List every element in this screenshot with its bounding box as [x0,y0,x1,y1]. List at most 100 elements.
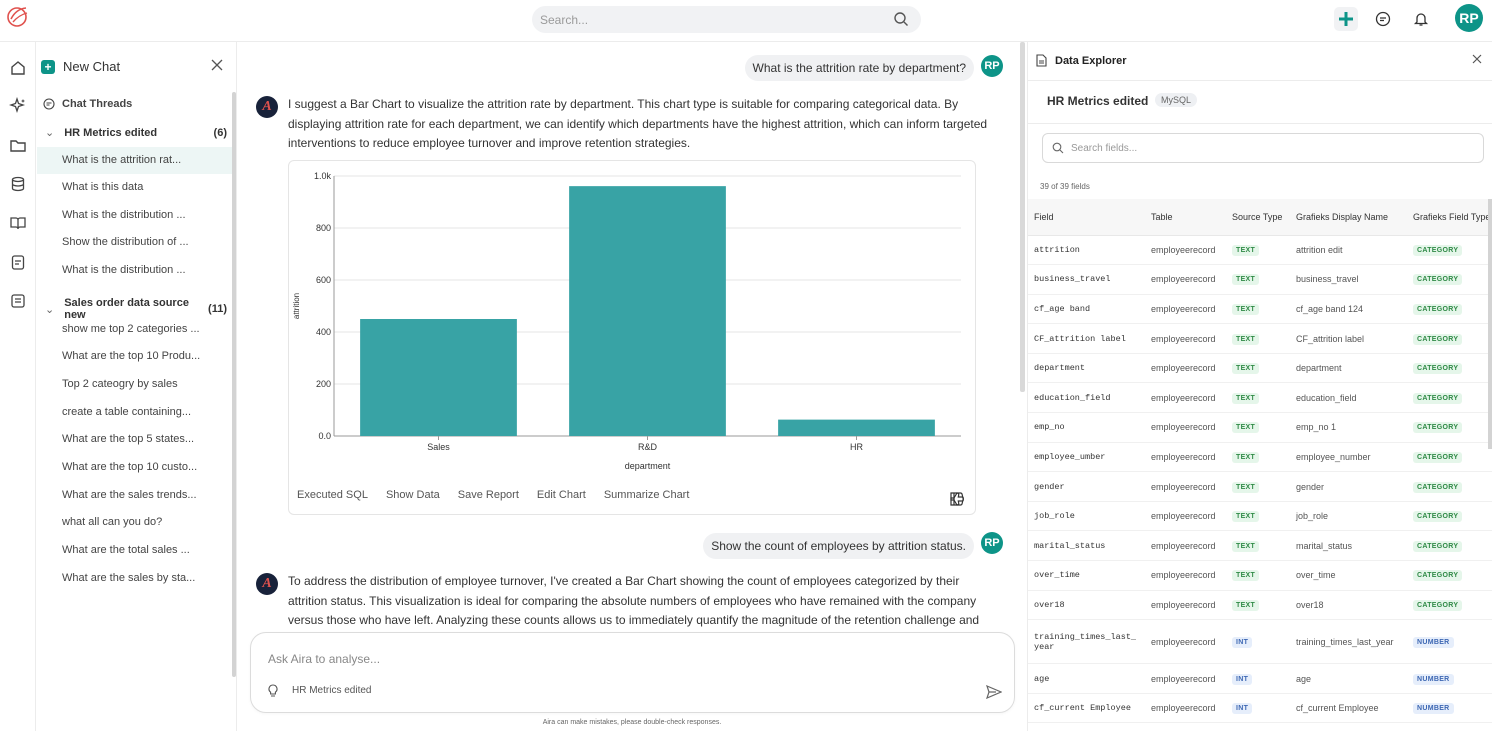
field-name-cell: attrition [1028,235,1145,266]
field-type-badge: CATEGORY [1413,333,1463,345]
plus-icon: + [41,59,55,74]
thread-item[interactable]: What are the top 5 states... [62,433,195,445]
thread-item[interactable]: Top 2 cateogry by sales [62,378,178,390]
table-row[interactable]: business_travel employeerecord TEXT busines… [1028,264,1492,295]
user-message: Show the count of employees by attrition… [703,533,974,559]
column-header[interactable]: Table [1145,199,1226,236]
thread-item[interactable]: What are the total sales ... [62,544,190,556]
source-type-cell: TEXT [1226,294,1290,325]
explorer-scrollbar[interactable] [1488,199,1492,449]
bell-icon [1413,13,1429,26]
thread-item[interactable]: Show the distribution of ... [62,236,189,248]
search-icon[interactable] [893,11,909,27]
group-count: (6) [213,126,227,139]
sparkle-icon[interactable] [9,97,27,115]
book-icon[interactable] [9,214,27,232]
thread-group-sales[interactable]: ⌄ Sales order data source new (11) [45,297,227,321]
column-header[interactable]: Grafieks Field Type [1407,199,1492,236]
chat-button[interactable] [1371,7,1395,31]
source-type-cell: TEXT [1226,353,1290,384]
add-button[interactable] [1334,7,1358,31]
table-row[interactable]: gender employeerecord TEXT gender CATEGORY [1028,471,1492,502]
table-row[interactable]: emp_no employeerecord TEXT emp_no 1 CATEGORY [1028,412,1492,443]
thread-item[interactable]: What is the distribution ... [62,209,186,221]
clipboard-icon[interactable] [9,253,27,271]
save-report-button[interactable]: Save Report [457,489,519,501]
folder-icon[interactable] [9,136,27,154]
chat-input[interactable]: Ask Aira to analyse... HR Metrics edited [250,632,1015,713]
thread-item[interactable]: What is the attrition rat... [37,147,233,174]
context-selector[interactable]: HR Metrics edited [268,684,371,697]
column-header[interactable]: Grafieks Display Name [1290,199,1407,236]
display-name-cell: business_travel [1290,264,1407,295]
thumbs-down-icon[interactable] [949,491,965,507]
source-type-cell: TEXT [1226,501,1290,532]
new-chat-label: New Chat [63,59,121,74]
thread-item[interactable]: show me top 2 categories ... [62,323,200,335]
edit-chart-button[interactable]: Edit Chart [536,489,586,501]
source-type-badge: TEXT [1232,244,1260,256]
table-row[interactable]: over18 employeerecord TEXT over18 CATEGORY [1028,590,1492,621]
thread-item[interactable]: What is the distribution ... [62,264,186,276]
report-icon[interactable] [9,292,27,310]
source-type-badge: TEXT [1232,274,1260,286]
database-icon[interactable] [9,175,27,193]
table-row[interactable]: education_field employeerecord TEXT educati… [1028,382,1492,414]
app-logo[interactable] [6,5,30,27]
field-type-badge: CATEGORY [1413,274,1463,286]
thread-item[interactable]: What are the sales trends... [62,489,197,501]
user-avatar[interactable]: RP [1455,4,1483,32]
executed-sql-button[interactable]: Executed SQL [297,489,368,501]
field-search-input[interactable]: Search fields... [1042,133,1484,163]
source-type-cell: TEXT [1226,560,1290,591]
display-name-cell: job_role [1290,501,1407,532]
field-name-cell: emp_no [1028,412,1145,443]
table-row[interactable]: cf_age band employeerecord TEXT cf_age band… [1028,294,1492,325]
notifications-button[interactable] [1409,7,1433,31]
table-row[interactable]: department employeerecord TEXT department CA… [1028,353,1492,384]
sidebar-scrollbar[interactable] [232,92,236,677]
thread-item[interactable]: What is this data [62,181,144,193]
summarize-chart-button[interactable]: Summarize Chart [603,489,690,501]
table-row[interactable]: attrition employeerecord TEXT attrition edi… [1028,235,1492,266]
column-header[interactable]: Field [1028,199,1145,236]
close-icon[interactable] [211,59,223,71]
thread-item[interactable]: What are the top 10 custo... [62,461,198,473]
field-type-badge: CATEGORY [1413,392,1463,404]
field-name-cell: department [1028,353,1145,384]
context-label: HR Metrics edited [292,685,372,696]
table-row[interactable]: training_times_last_ year employeerecord I… [1028,619,1492,665]
aira-avatar: A [256,96,278,118]
send-icon[interactable] [986,685,1002,699]
source-type-cell: TEXT [1226,471,1290,502]
table-row[interactable]: over_time employeerecord TEXT over_time CATE… [1028,560,1492,591]
field-type-cell: NUMBER [1407,619,1492,665]
x-axis-label: department [625,461,671,471]
column-header[interactable]: Source Type [1226,199,1290,236]
thread-item[interactable]: what all can you do? [62,516,163,528]
home-icon[interactable] [9,59,27,77]
new-chat-button[interactable]: + New Chat [41,59,120,74]
thread-item[interactable]: What are the top 10 Produ... [62,350,201,362]
thread-group-hr[interactable]: ⌄ HR Metrics edited (6) [45,126,227,140]
table-row[interactable]: job_role employeerecord TEXT job_role CATEGO… [1028,501,1492,532]
table-row[interactable]: cf_current Employee employeerecord INT cf_c… [1028,693,1492,724]
table-cell: employeerecord [1145,619,1226,665]
table-cell: employeerecord [1145,382,1226,414]
table-row[interactable]: age employeerecord INT age NUMBER [1028,663,1492,694]
field-type-badge: CATEGORY [1413,244,1463,256]
y-axis-label: attrition [292,293,301,319]
field-type-badge: CATEGORY [1413,481,1463,493]
thread-item[interactable]: What are the sales by sta... [62,572,196,584]
close-icon[interactable] [1472,54,1482,64]
table-row[interactable]: marital_status employeerecord TEXT marital_… [1028,530,1492,562]
source-type-badge: TEXT [1232,392,1260,404]
table-row[interactable]: CF_attrition label employeerecord TEXT CF_a… [1028,323,1492,354]
table-cell: employeerecord [1145,412,1226,443]
thread-item[interactable]: create a table containing... [62,406,192,418]
show-data-button[interactable]: Show Data [385,489,440,501]
chat-scrollbar[interactable] [1020,42,1025,392]
global-search-input[interactable]: Search... [532,6,921,33]
field-type-cell: CATEGORY [1407,264,1492,295]
table-row[interactable]: employee_umber employeerecord TEXT employee… [1028,442,1492,473]
